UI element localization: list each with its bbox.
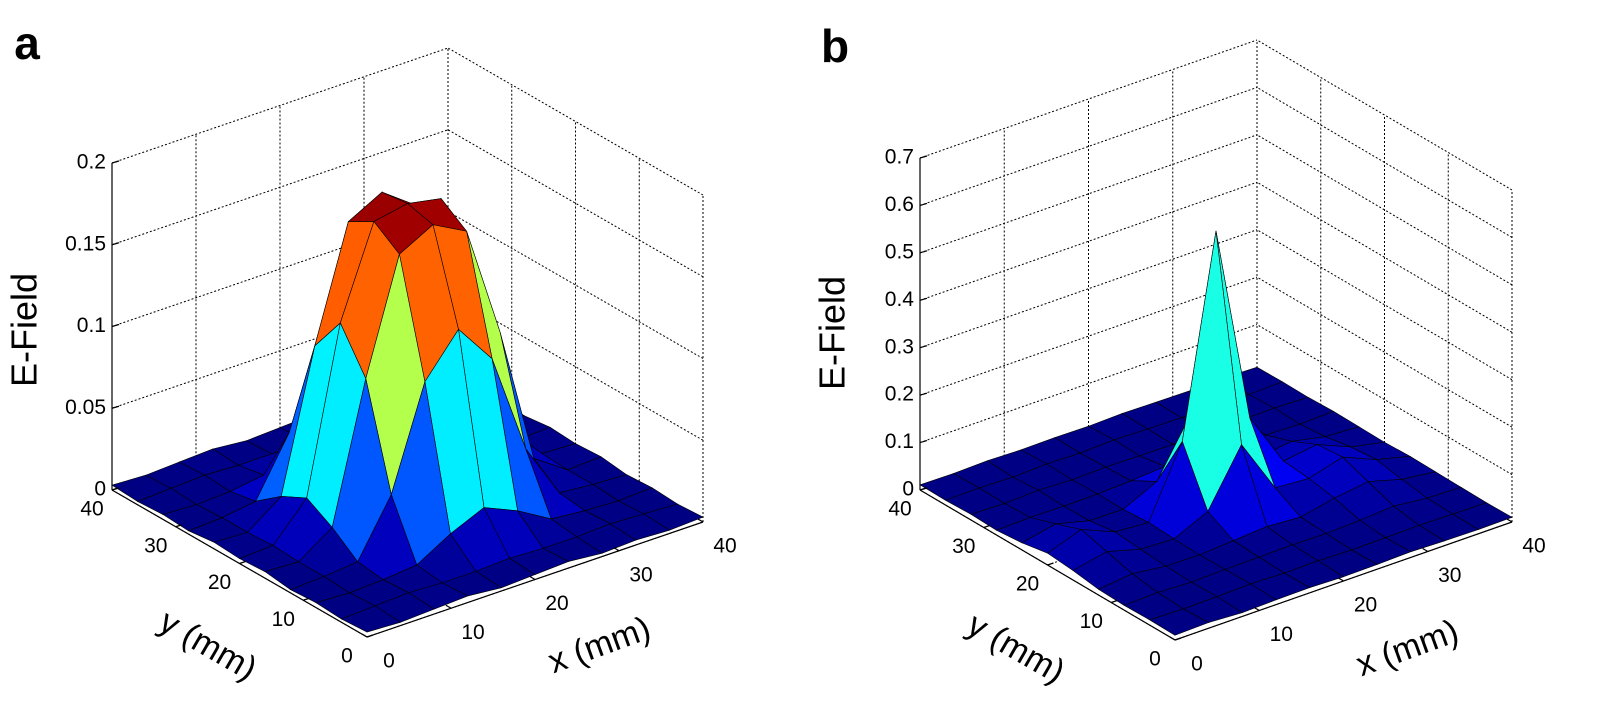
y-tick: [303, 597, 310, 601]
y-tick-label: 0: [341, 645, 353, 668]
z-tick-label: 0.1: [77, 314, 106, 337]
x-tick: [1422, 547, 1429, 553]
y-tick-label: 20: [208, 571, 231, 594]
grid-line: [1256, 39, 1513, 191]
z-tick: [919, 345, 928, 349]
x-tick: [1506, 518, 1513, 523]
grid-line: [447, 129, 704, 278]
z-tick-label: 0.2: [77, 151, 106, 174]
z-tick: [919, 250, 928, 254]
z-tick-label: 0: [902, 478, 914, 501]
y-tick: [239, 560, 246, 565]
grid-line: [919, 39, 1258, 159]
z-tick: [919, 297, 928, 301]
z-axis-label: E-Field: [4, 273, 45, 387]
y-tick-label: 10: [1080, 610, 1103, 633]
x-tick: [1338, 577, 1344, 582]
z-tick: [111, 160, 120, 164]
z-tick: [919, 392, 928, 396]
x-tick: [613, 547, 620, 552]
y-tick-label: 20: [1016, 573, 1039, 596]
z-tick: [919, 439, 928, 444]
z-tick: [919, 155, 928, 159]
y-tick: [1047, 562, 1054, 566]
z-tick-label: 0.1: [885, 430, 914, 453]
x-tick-label: 30: [1438, 564, 1461, 587]
grid-line: [1256, 181, 1513, 333]
x-tick-label: 20: [1354, 594, 1377, 617]
grid-line: [1256, 324, 1513, 476]
x-tick: [361, 633, 368, 638]
y-axis-label: y (mm): [961, 605, 1072, 691]
grid-line: [111, 47, 449, 164]
grid-line: [1256, 276, 1513, 428]
z-tick: [111, 405, 120, 409]
grid-line: [447, 211, 704, 359]
x-tick: [697, 518, 704, 523]
surface-cell: [1148, 608, 1210, 636]
z-tick-label: 0.2: [885, 383, 914, 406]
surface-cell: [340, 605, 402, 633]
z-tick-label: 0.5: [885, 240, 914, 263]
grid-line: [111, 211, 449, 327]
grid-line: [1256, 134, 1513, 286]
grid-line: [1256, 229, 1513, 381]
z-tick: [919, 202, 928, 207]
x-tick: [445, 604, 452, 609]
x-tick-label: 0: [1191, 653, 1203, 676]
y-tick: [175, 524, 182, 528]
x-axis-label: x (mm): [1351, 612, 1463, 684]
x-tick: [1253, 606, 1260, 612]
x-tick-label: 40: [1522, 535, 1545, 558]
grid-line: [447, 47, 704, 196]
grid-line: [1256, 86, 1513, 238]
z-tick-label: 0.05: [65, 396, 106, 419]
z-tick: [111, 242, 120, 246]
y-tick: [111, 487, 119, 491]
grid-line: [111, 292, 449, 409]
z-tick-label: 0.3: [885, 335, 914, 358]
x-axis-label: x (mm): [543, 609, 655, 681]
z-tick-label: 0.4: [885, 288, 915, 311]
grid-line: [919, 276, 1258, 396]
y-tick: [983, 524, 990, 529]
z-tick-label: 0: [94, 478, 106, 501]
grid-line: [919, 86, 1258, 206]
x-tick-label: 0: [383, 650, 395, 673]
x-tick-label: 10: [461, 621, 484, 644]
x-tick: [1169, 636, 1176, 641]
panel-label: a: [14, 17, 40, 69]
x-tick-label: 40: [713, 535, 736, 558]
y-tick: [1111, 599, 1118, 604]
z-tick-label: 0.6: [885, 193, 914, 216]
grid-line: [919, 229, 1258, 349]
grid-line: [919, 181, 1258, 301]
x-tick-label: 20: [545, 592, 568, 615]
y-tick-label: 30: [144, 534, 167, 557]
grid-line: [111, 129, 449, 246]
z-tick: [111, 323, 120, 328]
y-tick-label: 30: [952, 535, 975, 558]
y-axis-label: y (mm): [153, 602, 264, 688]
x-tick-label: 10: [1270, 623, 1293, 646]
y-tick-label: 40: [80, 498, 103, 521]
z-axis-label: E-Field: [812, 276, 853, 390]
y-tick: [366, 634, 374, 638]
panel-label: b: [821, 20, 849, 72]
y-tick-label: 10: [272, 608, 295, 631]
y-tick-label: 0: [1149, 648, 1161, 671]
grid-line: [919, 134, 1258, 254]
x-tick-label: 30: [629, 563, 652, 586]
z-tick-label: 0.7: [885, 146, 914, 169]
y-tick-label: 40: [888, 498, 911, 521]
x-tick: [529, 575, 536, 581]
y-tick: [1174, 637, 1182, 641]
z-tick-label: 0.15: [65, 232, 106, 255]
y-tick: [919, 487, 927, 491]
